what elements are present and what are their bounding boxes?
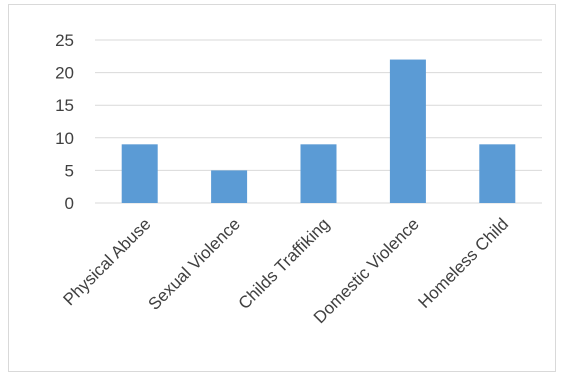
y-tick-label: 5: [65, 161, 74, 180]
bar-homeless-child: [479, 144, 516, 203]
x-category-label: Physical Abuse: [60, 214, 155, 309]
x-category-label: Sexual Violence: [145, 214, 244, 313]
bars: [121, 59, 516, 204]
bar-domestic-violence: [389, 59, 426, 204]
chart-frame: [8, 4, 556, 372]
bar-sexual-violence: [211, 170, 248, 203]
x-category-label: Homeless Child: [415, 214, 513, 312]
x-category-label: Childs Traffiking: [235, 214, 334, 313]
bar-childs-traffiking: [300, 144, 337, 203]
y-axis-tick-labels: 0 5 10 15 20 25: [55, 31, 74, 213]
y-tick-label: 10: [55, 129, 74, 148]
y-tick-label: 25: [55, 31, 74, 50]
y-tick-label: 20: [55, 64, 74, 83]
y-tick-label: 15: [55, 96, 74, 115]
y-tick-label: 0: [65, 194, 74, 213]
gridlines: [95, 39, 542, 204]
bar-physical-abuse: [121, 144, 158, 203]
